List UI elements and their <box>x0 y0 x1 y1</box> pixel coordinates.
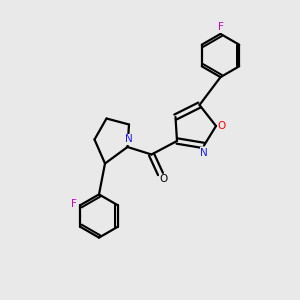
Text: N: N <box>125 134 133 145</box>
Text: O: O <box>159 174 168 184</box>
Text: F: F <box>218 22 224 32</box>
Text: O: O <box>218 121 226 131</box>
Text: N: N <box>200 148 208 158</box>
Text: F: F <box>71 199 76 209</box>
